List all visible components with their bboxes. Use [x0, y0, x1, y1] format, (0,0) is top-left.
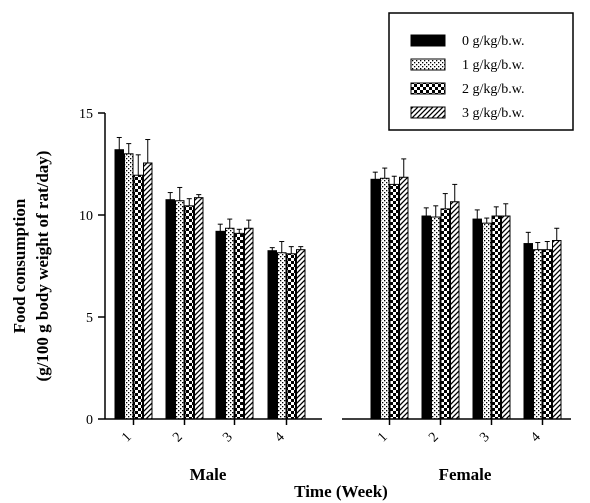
x-axis-title: Time (Week): [294, 482, 388, 501]
bar-solid-7: [472, 218, 482, 420]
bar-checker-3: [234, 232, 244, 420]
y-axis-title: Food consumption: [10, 198, 29, 333]
bar-checker-2: [184, 205, 194, 420]
bar-checker-5: [389, 183, 399, 420]
bar-checker-7: [491, 215, 501, 420]
legend-swatch-dotted: [410, 58, 446, 71]
legend-label: 3 g/kg/b.w.: [462, 106, 524, 121]
bar-solid-3: [215, 230, 225, 420]
x-tick-label: 2: [426, 430, 442, 446]
bar-dotted-2: [175, 200, 185, 420]
bar-diagonal-8: [552, 240, 562, 420]
y-tick-label: 15: [79, 107, 93, 122]
bars-layer: [114, 136, 562, 420]
bar-checker-6: [440, 208, 450, 420]
bar-dotted-1: [124, 153, 134, 420]
bar-checker-1: [133, 174, 143, 420]
legend-label: 2 g/kg/b.w.: [462, 82, 524, 97]
legend-label: 0 g/kg/b.w.: [462, 34, 524, 49]
legend: 0 g/kg/b.w. 1 g/kg/b.w. 2 g/kg/b.w. 3 g/kg/…: [388, 12, 574, 131]
bar-solid-1: [114, 149, 124, 420]
bar-dotted-3: [225, 227, 235, 420]
y-axis-title-units: (g/100 g body weight of rat/day): [33, 151, 52, 382]
x-tick-label: 1: [119, 430, 135, 446]
bar-dotted-5: [380, 177, 390, 420]
bar-diagonal-6: [450, 201, 460, 420]
x-tick-label: 3: [220, 430, 236, 446]
bar-diagonal-3: [244, 227, 254, 420]
legend-swatch-checker: [410, 82, 446, 95]
group-label-male: Male: [190, 465, 227, 484]
bar-checker-8: [542, 249, 552, 420]
bar-dotted-7: [482, 222, 492, 420]
bar-dotted-6: [431, 216, 441, 420]
legend-swatch-diagonal: [410, 106, 446, 119]
group-label-female: Female: [439, 465, 492, 484]
x-tick-label: 4: [272, 430, 288, 446]
bar-solid-2: [165, 199, 175, 420]
legend-swatch-solid: [410, 34, 446, 47]
bar-diagonal-7: [501, 215, 511, 420]
bar-diagonal-1: [143, 162, 153, 420]
bar-diagonal-2: [194, 197, 204, 420]
y-tick-label: 10: [79, 209, 93, 224]
x-tick-label: 4: [528, 430, 544, 446]
bar-diagonal-5: [399, 176, 409, 420]
bar-checker-4: [286, 253, 296, 420]
bar-solid-5: [370, 178, 380, 420]
x-tick-label: 2: [170, 430, 186, 446]
x-tick-label: 3: [477, 430, 493, 446]
bar-dotted-8: [533, 249, 543, 420]
y-tick-label: 0: [86, 413, 93, 428]
legend-label: 1 g/kg/b.w.: [462, 58, 524, 73]
bar-solid-8: [523, 243, 533, 420]
bar-solid-4: [267, 250, 277, 420]
y-tick-label: 5: [86, 311, 93, 326]
bar-solid-6: [421, 215, 431, 420]
x-tick-label: 1: [375, 430, 391, 446]
bar-diagonal-4: [296, 249, 306, 420]
bar-dotted-4: [277, 252, 287, 420]
